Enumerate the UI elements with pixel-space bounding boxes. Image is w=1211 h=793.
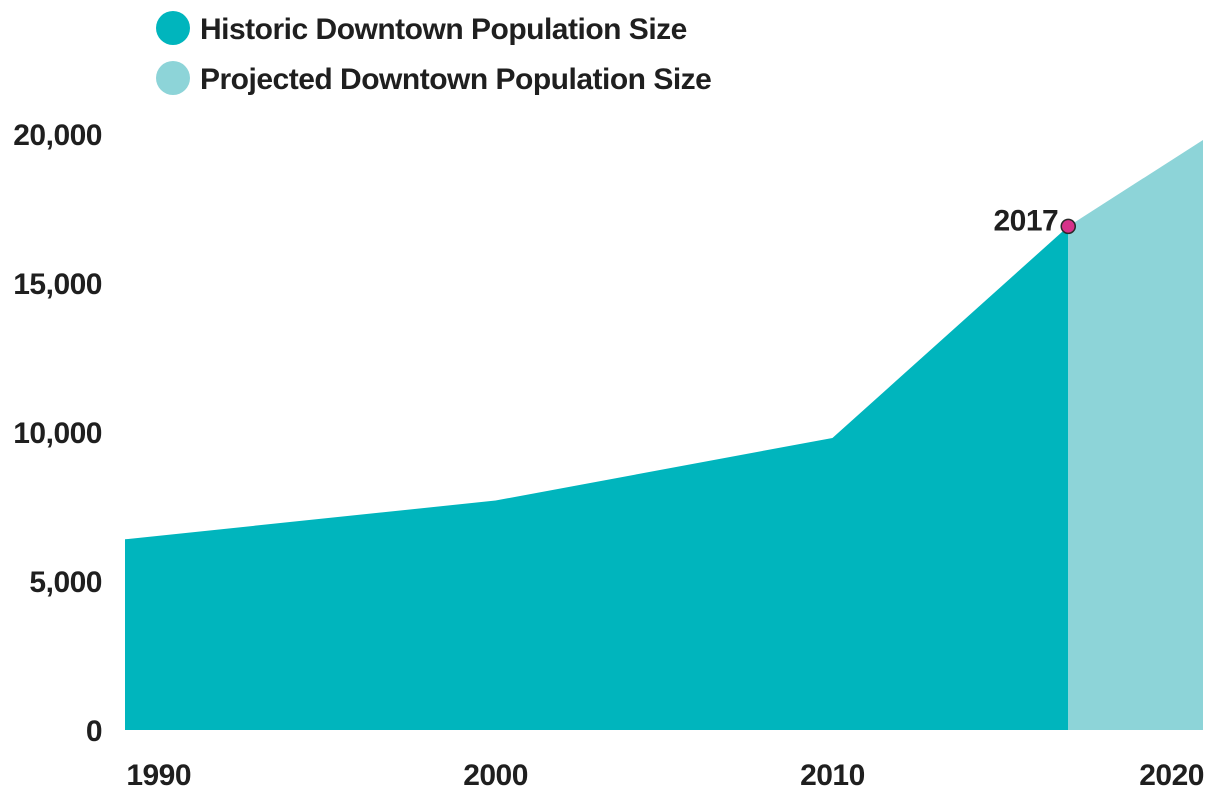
legend-label-0: Historic Downtown Population Size <box>200 13 687 46</box>
annotation-label-0: 2017 <box>994 204 1059 237</box>
legend-swatch-0 <box>156 11 190 45</box>
legend-swatch-1 <box>156 61 190 95</box>
annotation-marker-0 <box>1060 218 1076 235</box>
area-series-0 <box>125 226 1069 730</box>
y-tick-label-3: 15,000 <box>13 268 102 301</box>
y-tick-label-1: 5,000 <box>29 566 102 599</box>
area-series-1 <box>1068 139 1203 730</box>
x-tick-label-1: 2000 <box>463 759 528 792</box>
x-tick-label-3: 2020 <box>1139 759 1204 792</box>
y-axis: 0 5,000 10,000 15,000 20,000 <box>13 119 102 748</box>
y-tick-label-4: 20,000 <box>13 119 102 152</box>
y-tick-label-0: 0 <box>86 715 102 748</box>
annotations: 2017 <box>994 204 1076 237</box>
y-tick-label-2: 10,000 <box>13 417 102 450</box>
legend: Historic Downtown Population Size Project… <box>156 11 712 96</box>
x-axis: 1990 2000 2010 2020 <box>126 759 1204 792</box>
plot-area <box>125 139 1203 730</box>
x-tick-label-0: 1990 <box>126 759 191 792</box>
legend-label-1: Projected Downtown Population Size <box>200 63 711 96</box>
x-tick-label-2: 2010 <box>800 759 865 792</box>
